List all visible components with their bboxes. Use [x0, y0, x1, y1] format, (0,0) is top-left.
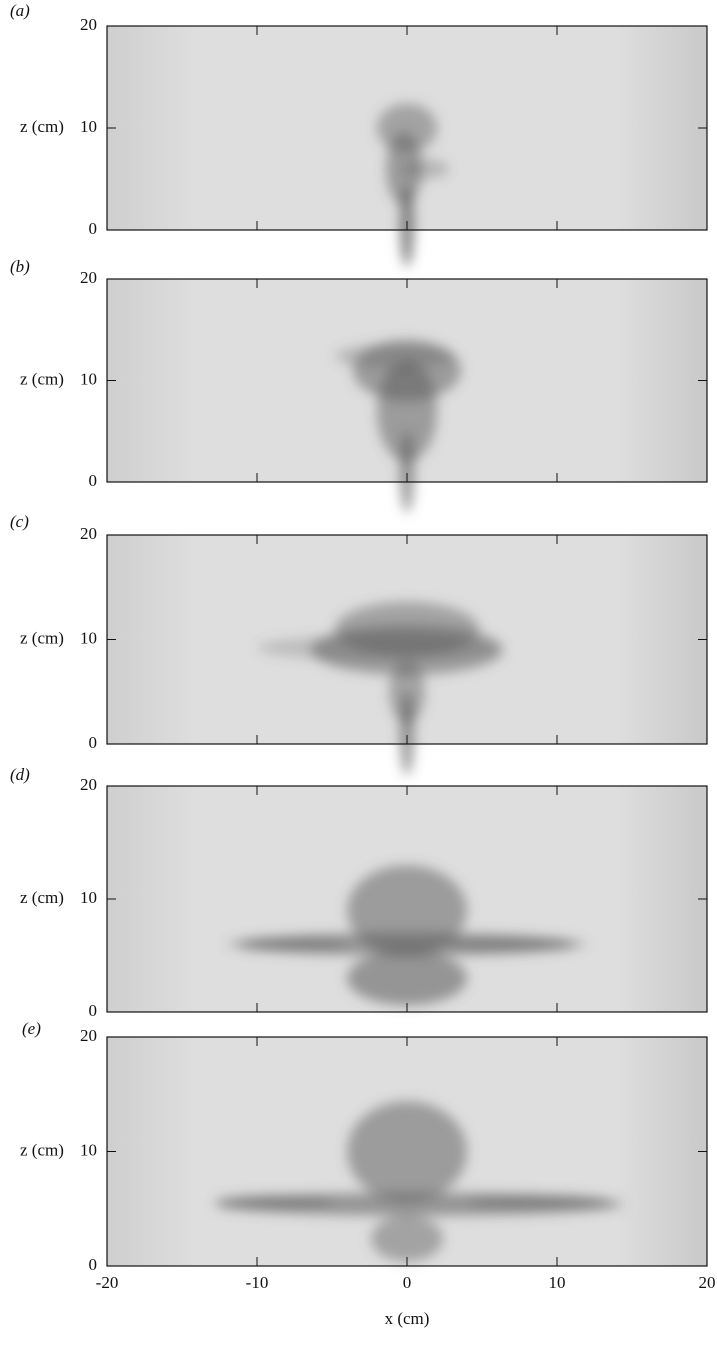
- y-tick-label: 0: [89, 733, 98, 752]
- panel-label: (b): [10, 257, 30, 276]
- y-tick-label: 10: [80, 369, 97, 388]
- plume-blob: [215, 1195, 335, 1209]
- panel: (d) z (cm) 0 10 20: [10, 765, 708, 1020]
- y-tick-label: 20: [80, 15, 97, 34]
- plume-blob: [467, 1195, 611, 1209]
- x-axis-label: x (cm): [385, 1309, 430, 1328]
- plume-blob: [377, 103, 437, 153]
- plume-blob: [443, 937, 587, 951]
- panel: (b) z (cm) 0 10 20: [10, 257, 708, 513]
- y-tick-label: 20: [80, 524, 97, 543]
- y-tick-label: 10: [80, 117, 97, 136]
- y-axis-label: z (cm): [20, 369, 64, 388]
- plume: [335, 339, 461, 513]
- y-tick-label: 0: [89, 471, 98, 490]
- plume-blob: [389, 660, 425, 724]
- plume-blob: [347, 865, 467, 956]
- panel: (a) z (cm) 0 10 20: [10, 1, 708, 267]
- y-axis-label: z (cm): [20, 888, 64, 907]
- plume-blob: [347, 1101, 467, 1202]
- plume-blob: [347, 950, 467, 1006]
- x-tick-label: 0: [403, 1273, 412, 1292]
- y-axis-label: z (cm): [20, 117, 64, 136]
- y-tick-label: 10: [80, 1140, 97, 1159]
- plume-blob: [401, 158, 449, 179]
- panel-label: (d): [10, 765, 30, 784]
- x-tick-label: -20: [96, 1273, 119, 1292]
- plume-blob: [335, 343, 455, 369]
- panel-label: (c): [10, 512, 29, 531]
- plume-blob: [257, 635, 497, 661]
- y-tick-label: 0: [89, 1255, 98, 1274]
- x-tick-label: 10: [549, 1273, 566, 1292]
- panel: (c) z (cm) 0 10 20: [10, 512, 708, 776]
- x-tick-label: -10: [246, 1273, 269, 1292]
- y-tick-label: 20: [80, 1026, 97, 1045]
- plume: [227, 865, 587, 1006]
- panel: (e) z (cm) 0 10 20 -20 -10 0 10 20 x (cm): [20, 1019, 716, 1328]
- y-tick-label: 20: [80, 775, 97, 794]
- panel-label: (a): [10, 1, 30, 20]
- y-tick-label: 10: [80, 888, 97, 907]
- panel-label: (e): [22, 1019, 41, 1038]
- y-axis-label: z (cm): [20, 1140, 64, 1159]
- y-tick-label: 20: [80, 268, 97, 287]
- y-tick-label: 0: [89, 1001, 98, 1020]
- plume-blob: [227, 937, 347, 951]
- plume-blob: [371, 1215, 443, 1262]
- y-tick-label: 10: [80, 628, 97, 647]
- plume: [215, 1101, 623, 1262]
- y-axis-label: z (cm): [20, 628, 64, 647]
- x-tick-label: 20: [699, 1273, 716, 1292]
- plume: [257, 601, 503, 776]
- y-tick-label: 0: [89, 219, 98, 238]
